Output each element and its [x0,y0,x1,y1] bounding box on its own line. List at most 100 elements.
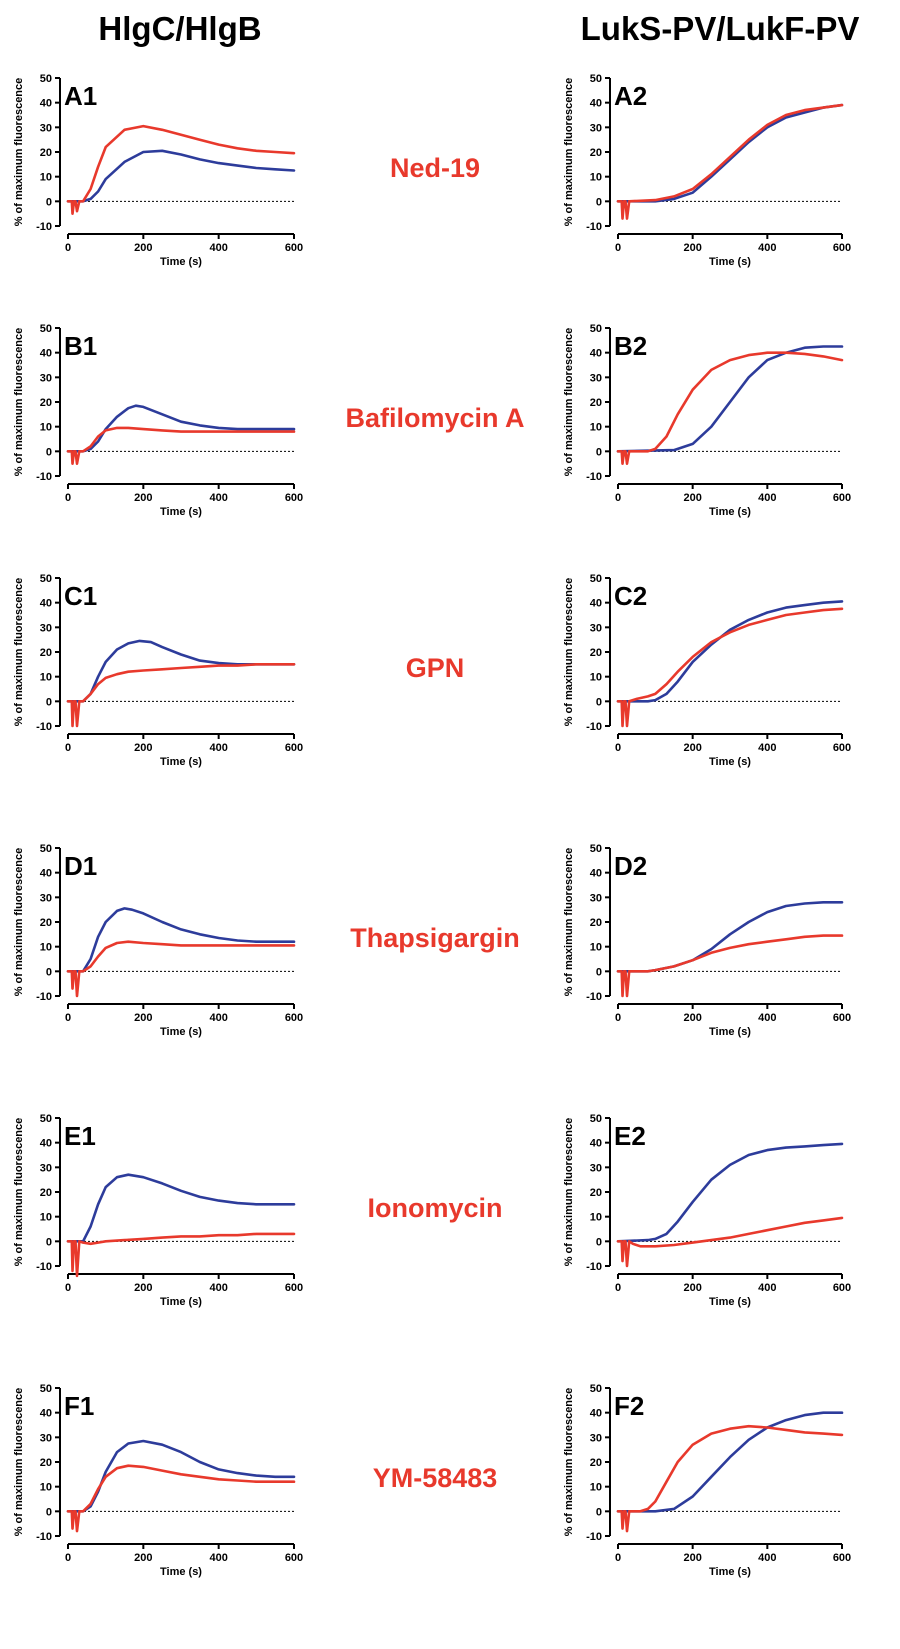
y-tick-label: 40 [590,1408,602,1420]
y-tick-label: 40 [40,348,52,360]
y-tick-label: -10 [36,221,52,233]
panel-a1: -10 0 10 20 30 40 50 0 200 400 600 Time (s) % of max… [13,73,303,268]
y-tick-label: 10 [40,672,52,684]
treatment-label: Ned-19 [390,153,480,183]
x-tick-label: 200 [134,242,152,254]
x-tick-label: 600 [285,742,303,754]
y-tick-label: -10 [586,221,602,233]
y-tick-label: -10 [36,721,52,733]
x-tick-label: 200 [134,1282,152,1294]
y-tick-label: 50 [590,843,602,855]
treatment-labels: Ned-19 Bafilomycin A GPN Thapsigargin Ionomy… [345,153,524,1493]
x-tick-label: 600 [285,1282,303,1294]
treatment-label: GPN [406,653,465,683]
x-tick-label: 200 [134,742,152,754]
x-tick-label: 200 [683,1282,701,1294]
x-axis-label: Time (s) [709,256,751,268]
x-tick-label: 0 [615,742,621,754]
y-tick-label: 10 [590,172,602,184]
y-tick-label: 40 [590,868,602,880]
series-line-red [616,103,844,220]
series-line-blue [616,600,844,703]
panel-label: E2 [614,1121,646,1151]
x-tick-label: 0 [615,1282,621,1294]
y-tick-label: 50 [590,1113,602,1125]
y-tick-label: 30 [590,1162,602,1174]
panel-d2: -10 0 10 20 30 40 50 0 200 400 600 Time (s) % of max… [563,843,851,1038]
x-tick-label: 400 [758,1282,776,1294]
panel-label: E1 [64,1121,96,1151]
y-tick-label: -10 [36,1531,52,1543]
series-line-red [616,934,844,998]
x-tick-label: 400 [758,1012,776,1024]
column-title-luks-pv-lukf-pv: LukS-PV/LukF-PV [581,10,860,47]
y-tick-label: 30 [40,1162,52,1174]
x-axis-label: Time (s) [709,506,751,518]
y-tick-label: 20 [590,147,602,159]
x-tick-label: 400 [758,242,776,254]
x-tick-label: 400 [209,492,227,504]
y-axis-label: % of maximum fluorescence [13,848,25,997]
x-tick-label: 600 [833,1282,851,1294]
x-tick-label: 600 [285,1552,303,1564]
series-line-red [616,607,844,728]
series-line-blue [616,1411,844,1513]
y-axis-label: % of maximum fluorescence [563,848,575,997]
y-tick-label: -10 [586,991,602,1003]
x-tick-label: 600 [833,742,851,754]
x-tick-label: 600 [833,1012,851,1024]
x-tick-label: 0 [65,1012,71,1024]
y-tick-label: 10 [590,942,602,954]
y-tick-label: -10 [36,1261,52,1273]
y-tick-label: 40 [40,598,52,610]
panel-label: C2 [614,581,647,611]
panel-a2: -10 0 10 20 30 40 50 0 200 400 600 Time (s) % of max… [563,73,851,268]
y-axis-label: % of maximum fluorescence [563,78,575,227]
treatment-label: Thapsigargin [350,923,520,953]
x-tick-label: 0 [65,1552,71,1564]
treatment-label: Bafilomycin A [345,403,524,433]
y-tick-label: 50 [590,573,602,585]
y-tick-label: 30 [590,372,602,384]
y-tick-label: 50 [40,573,52,585]
y-tick-label: 10 [40,172,52,184]
y-tick-label: -10 [586,1261,602,1273]
x-tick-label: 600 [285,492,303,504]
y-tick-label: 30 [590,622,602,634]
x-tick-label: 400 [758,742,776,754]
series-line-red [616,351,844,466]
x-tick-label: 600 [833,242,851,254]
panel-label: D1 [64,851,97,881]
y-tick-label: 50 [590,323,602,335]
y-tick-label: 40 [590,598,602,610]
y-tick-label: 30 [590,1432,602,1444]
y-tick-label: 20 [40,647,52,659]
y-tick-label: -10 [586,1531,602,1543]
x-axis-label: Time (s) [160,1566,202,1578]
series-line-blue [66,149,296,203]
y-tick-label: 0 [596,966,602,978]
x-tick-label: 200 [683,1012,701,1024]
x-tick-label: 0 [615,492,621,504]
y-tick-label: 30 [40,622,52,634]
x-axis-label: Time (s) [160,1296,202,1308]
y-tick-label: 30 [40,122,52,134]
x-tick-label: 200 [683,1552,701,1564]
y-tick-label: 50 [40,1113,52,1125]
series-line-red [616,1424,844,1533]
y-tick-label: 30 [590,122,602,134]
series-line-blue [616,1142,844,1243]
y-tick-label: -10 [36,471,52,483]
y-axis-label: % of maximum fluorescence [563,1388,575,1537]
x-tick-label: 400 [209,1012,227,1024]
x-tick-label: 600 [285,242,303,254]
x-axis-label: Time (s) [709,756,751,768]
y-tick-label: 30 [40,1432,52,1444]
series-line-red [66,124,296,215]
panel-b1: -10 0 10 20 30 40 50 0 200 400 600 Time (s) % of max… [13,323,303,518]
x-axis-label: Time (s) [160,506,202,518]
y-tick-label: 30 [40,892,52,904]
x-tick-label: 200 [134,1552,152,1564]
series-line-red [66,426,296,466]
x-tick-label: 200 [683,742,701,754]
